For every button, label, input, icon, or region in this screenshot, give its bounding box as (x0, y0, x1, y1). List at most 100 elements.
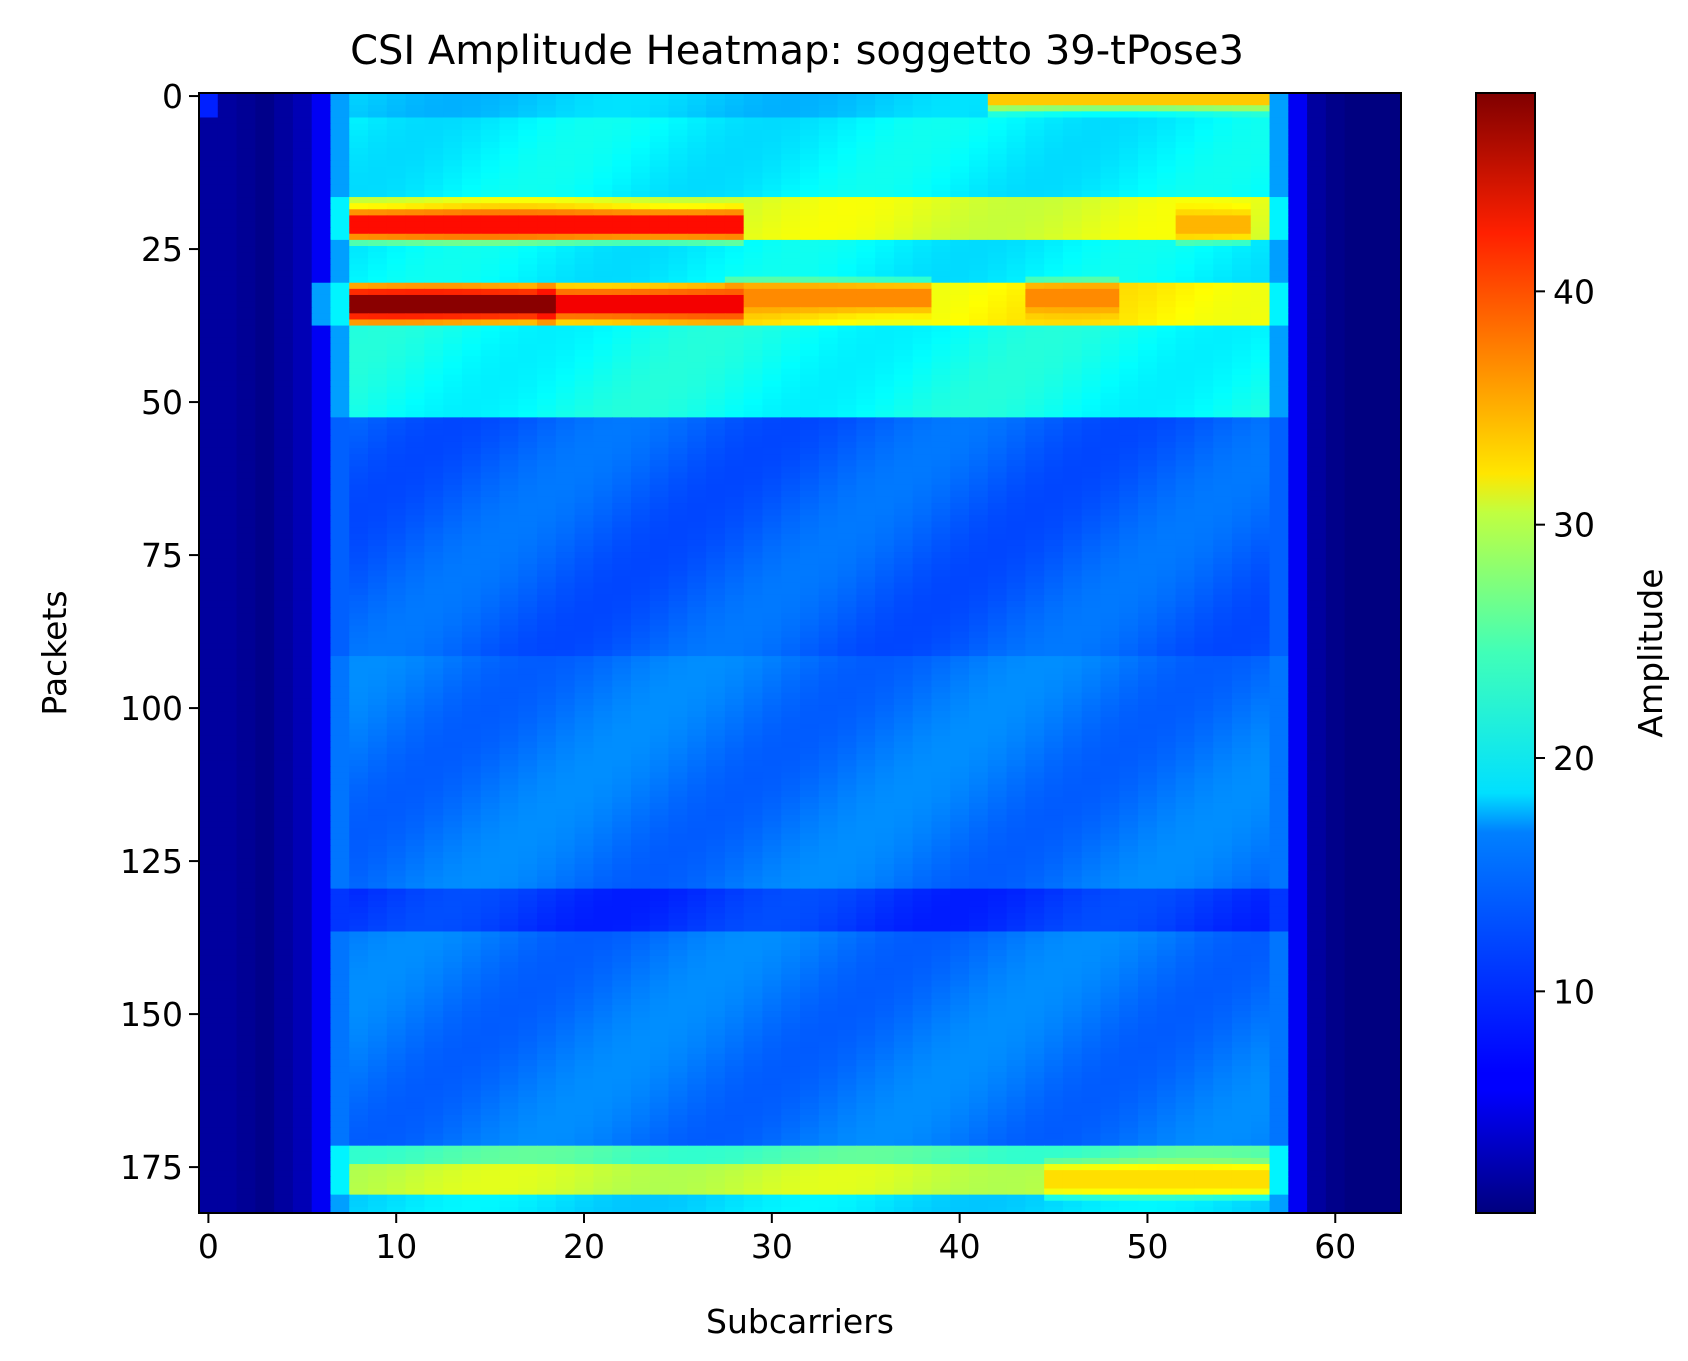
heatmap-cell (443, 466, 463, 474)
heatmap-cell (405, 454, 425, 461)
heatmap-cell (1156, 429, 1177, 437)
heatmap-cell (931, 405, 951, 412)
heatmap-cell (480, 503, 501, 510)
heatmap-cell (349, 313, 369, 321)
heatmap-cell (1307, 313, 1327, 321)
heatmap-cell (349, 503, 369, 510)
heatmap-cell (1344, 490, 1365, 498)
heatmap-cell (217, 184, 238, 192)
heatmap-cell (781, 460, 801, 467)
heatmap-cell (875, 441, 895, 449)
heatmap-cell (1269, 270, 1289, 278)
heatmap-cell (217, 441, 238, 449)
heatmap-cell (950, 93, 970, 100)
heatmap-cell (311, 160, 332, 168)
heatmap-cell (424, 276, 444, 284)
heatmap-cell (950, 558, 970, 565)
heatmap-cell (1194, 93, 1214, 100)
heatmap-cell (893, 313, 914, 321)
heatmap-cell (274, 539, 294, 547)
heatmap-cell (555, 288, 576, 296)
heatmap-cell (837, 466, 857, 474)
heatmap-cell (292, 239, 313, 247)
heatmap-cell (1119, 545, 1139, 553)
heatmap-cell (217, 386, 238, 394)
heatmap-cell (274, 374, 294, 382)
heatmap-cell (931, 350, 951, 357)
heatmap-cell (311, 221, 332, 229)
heatmap-cell (1119, 148, 1139, 155)
heatmap-cell (762, 99, 782, 106)
heatmap-cell (274, 184, 294, 192)
heatmap-cell (856, 252, 876, 259)
heatmap-cell (424, 447, 444, 455)
heatmap-cell (368, 123, 388, 131)
heatmap-cell (1344, 533, 1365, 541)
heatmap-cell (292, 172, 313, 180)
heatmap-cell (1344, 203, 1365, 210)
heatmap-cell (555, 552, 576, 559)
heatmap-cell (537, 288, 557, 296)
heatmap-cell (236, 294, 256, 302)
heatmap-cell (537, 105, 557, 112)
heatmap-cell (199, 411, 219, 418)
heatmap-cell (912, 160, 933, 168)
heatmap-cell (687, 515, 707, 523)
heatmap-cell (893, 472, 914, 480)
heatmap-cell (1269, 105, 1289, 112)
heatmap-cell (349, 105, 369, 112)
heatmap-cell (1044, 527, 1064, 535)
heatmap-cell (1269, 264, 1289, 272)
heatmap-cell (649, 117, 670, 125)
heatmap-cell (818, 93, 839, 100)
heatmap-cell (612, 380, 632, 388)
heatmap-cell (330, 276, 350, 284)
heatmap-cell (386, 93, 407, 100)
heatmap-cell (405, 99, 425, 106)
heatmap-cell (1213, 141, 1233, 149)
heatmap-cell (1344, 246, 1365, 253)
heatmap-cell (255, 148, 275, 155)
heatmap-cell (274, 509, 294, 516)
heatmap-cells (199, 93, 1402, 1214)
heatmap-cell (424, 478, 444, 486)
heatmap-cell (349, 490, 369, 498)
heatmap-cell (311, 490, 332, 498)
heatmap-cell (1382, 429, 1402, 437)
heatmap-cell (217, 209, 238, 216)
heatmap-cell (1288, 184, 1308, 192)
heatmap-cell (1100, 405, 1120, 412)
heatmap-cell (1344, 368, 1365, 376)
heatmap-cell (724, 123, 745, 131)
heatmap-cell (743, 135, 764, 143)
heatmap-cell (292, 258, 313, 265)
heatmap-cell (593, 105, 613, 112)
heatmap-cell (1344, 129, 1365, 137)
heatmap-cell (1363, 258, 1383, 265)
heatmap-cell (1025, 117, 1045, 125)
heatmap-cell (1044, 503, 1064, 510)
heatmap-cell (1175, 374, 1196, 382)
heatmap-cell (649, 472, 670, 480)
heatmap-cell (386, 392, 407, 400)
heatmap-cell (461, 197, 482, 204)
heatmap-cell (518, 356, 538, 363)
heatmap-cell (987, 184, 1008, 192)
heatmap-cell (781, 343, 801, 351)
heatmap-cell (1062, 564, 1083, 571)
heatmap-cell (537, 362, 557, 370)
heatmap-cell (1213, 417, 1233, 425)
heatmap-cell (687, 399, 707, 406)
heatmap-cell (518, 264, 538, 272)
heatmap-cell (856, 190, 876, 198)
heatmap-cell (724, 154, 745, 161)
heatmap-cell (612, 129, 632, 137)
heatmap-cell (349, 190, 369, 198)
heatmap-cell (912, 93, 933, 100)
heatmap-cell (668, 509, 688, 516)
heatmap-cell (236, 166, 256, 174)
heatmap-cell (743, 111, 764, 119)
heatmap-cell (950, 135, 970, 143)
heatmap-cell (292, 392, 313, 400)
heatmap-cell (405, 246, 425, 253)
